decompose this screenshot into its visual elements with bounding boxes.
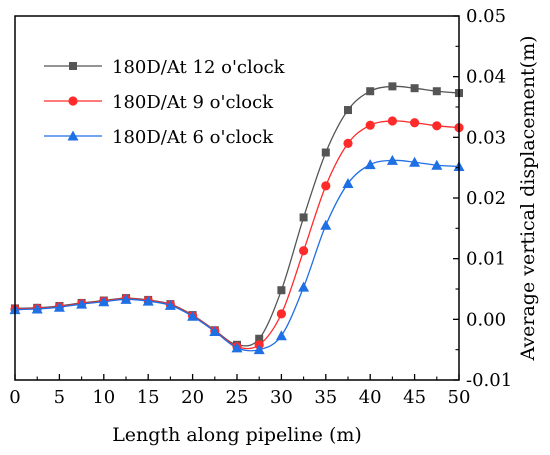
data-point bbox=[277, 286, 286, 295]
data-point bbox=[320, 219, 332, 230]
data-point bbox=[298, 281, 310, 292]
data-point bbox=[98, 296, 110, 307]
y-tick-label: 0.03 bbox=[466, 127, 506, 148]
data-point bbox=[388, 82, 397, 91]
data-point bbox=[31, 303, 43, 314]
data-point bbox=[53, 301, 65, 312]
data-point bbox=[142, 295, 154, 306]
data-point bbox=[343, 138, 353, 148]
data-point bbox=[275, 330, 287, 341]
legend-label: 180D/At 9 o'clock bbox=[112, 92, 274, 113]
data-point bbox=[164, 299, 176, 310]
data-point bbox=[231, 342, 243, 353]
data-point bbox=[365, 120, 375, 130]
y-tick-label: 0.02 bbox=[466, 188, 506, 209]
legend-label: 180D/At 12 o'clock bbox=[112, 57, 286, 78]
data-point bbox=[410, 84, 419, 93]
y-tick-label: 0.01 bbox=[466, 249, 506, 270]
x-axis-title: Length along pipeline (m) bbox=[112, 424, 362, 446]
legend-marker bbox=[68, 96, 78, 106]
y-tick-label: 0.04 bbox=[466, 67, 506, 88]
legend-marker bbox=[69, 62, 77, 70]
plot-area bbox=[9, 82, 465, 355]
legend: 180D/At 12 o'clock 180D/At 9 o'clock 180D/… bbox=[44, 57, 286, 148]
series-line bbox=[14, 159, 460, 352]
legend-item-3: 180D/At 6 o'clock bbox=[44, 127, 274, 148]
data-point bbox=[432, 121, 442, 131]
series-3 bbox=[9, 154, 465, 355]
y-tick-label: -0.01 bbox=[466, 370, 512, 391]
data-point bbox=[366, 87, 375, 96]
data-point bbox=[299, 246, 309, 256]
x-tick-label: 40 bbox=[359, 387, 382, 408]
data-point bbox=[253, 344, 265, 355]
data-point bbox=[76, 298, 88, 309]
data-point bbox=[344, 106, 352, 115]
data-point bbox=[431, 159, 443, 170]
x-tick-label: 20 bbox=[181, 387, 204, 408]
data-point bbox=[187, 310, 199, 321]
x-tick-label: 45 bbox=[403, 387, 426, 408]
data-point bbox=[209, 325, 221, 336]
x-tick-label: 50 bbox=[448, 387, 471, 408]
data-point bbox=[364, 159, 376, 170]
data-point bbox=[255, 334, 264, 343]
legend-label: 180D/At 6 o'clock bbox=[112, 127, 274, 148]
data-point bbox=[409, 156, 421, 167]
axes: 0 5 10 15 20 25 30 35 40 45 50-0.01 0.00 0.01 0.02 0.0… bbox=[9, 6, 512, 408]
x-tick-label: 30 bbox=[270, 387, 293, 408]
data-point bbox=[410, 118, 420, 128]
data-point bbox=[432, 87, 441, 96]
legend-item-2: 180D/At 9 o'clock bbox=[44, 92, 274, 113]
legend-item-1: 180D/At 12 o'clock bbox=[44, 57, 286, 78]
y-tick-label: 0.00 bbox=[466, 309, 506, 330]
x-tick-label: 35 bbox=[314, 387, 337, 408]
legend-marker bbox=[67, 130, 79, 141]
data-point bbox=[321, 181, 331, 191]
x-tick-label: 5 bbox=[54, 387, 65, 408]
x-tick-label: 10 bbox=[92, 387, 115, 408]
data-point bbox=[299, 213, 308, 222]
y-tick-label: 0.05 bbox=[466, 6, 506, 27]
x-tick-label: 15 bbox=[137, 387, 160, 408]
data-point bbox=[387, 116, 397, 126]
data-point bbox=[342, 177, 354, 188]
x-tick-label: 25 bbox=[226, 387, 249, 408]
data-point bbox=[120, 293, 132, 304]
data-point bbox=[276, 309, 286, 319]
y-axis-title: Average vertical displacement(m) bbox=[517, 35, 539, 361]
data-point bbox=[321, 148, 330, 157]
series-2 bbox=[10, 116, 464, 352]
x-tick-label: 0 bbox=[9, 387, 20, 408]
data-point bbox=[386, 154, 398, 165]
